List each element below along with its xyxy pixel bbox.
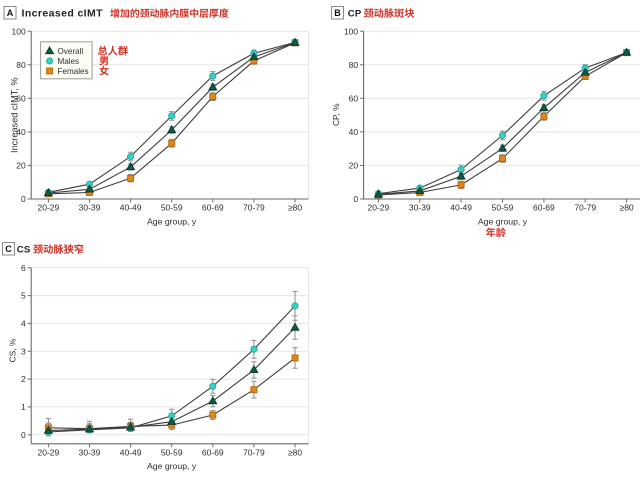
svg-text:50-59: 50-59 xyxy=(161,203,183,213)
svg-text:50-59: 50-59 xyxy=(161,447,183,457)
svg-text:B: B xyxy=(334,8,341,18)
svg-text:Increased cIMT, %: Increased cIMT, % xyxy=(10,77,20,153)
svg-text:20: 20 xyxy=(349,161,359,171)
svg-text:40-49: 40-49 xyxy=(120,203,142,213)
svg-text:40-49: 40-49 xyxy=(450,203,472,213)
svg-text:6: 6 xyxy=(21,263,26,273)
svg-text:5: 5 xyxy=(21,291,26,301)
svg-text:4: 4 xyxy=(21,319,26,329)
svg-text:Age group, y: Age group, y xyxy=(147,216,197,226)
svg-text:50-59: 50-59 xyxy=(492,203,514,213)
svg-text:20-29: 20-29 xyxy=(38,447,60,457)
svg-text:≥80: ≥80 xyxy=(620,203,634,213)
svg-text:60-69: 60-69 xyxy=(202,447,224,457)
svg-text:C: C xyxy=(5,244,12,254)
svg-text:100: 100 xyxy=(12,26,26,36)
svg-text:20-29: 20-29 xyxy=(38,203,60,213)
svg-text:70-79: 70-79 xyxy=(574,203,596,213)
svg-text:60-69: 60-69 xyxy=(202,203,224,213)
svg-text:30-39: 30-39 xyxy=(409,203,431,213)
svg-text:CP: CP xyxy=(348,8,362,19)
svg-text:CS: CS xyxy=(17,244,31,255)
svg-text:Increased cIMT: Increased cIMT xyxy=(22,7,104,19)
svg-text:40: 40 xyxy=(16,127,26,137)
svg-text:20-29: 20-29 xyxy=(368,203,390,213)
svg-text:60: 60 xyxy=(349,93,359,103)
svg-text:30-39: 30-39 xyxy=(79,447,101,457)
svg-text:Overall: Overall xyxy=(58,47,84,56)
svg-text:40-49: 40-49 xyxy=(120,447,142,457)
svg-text:A: A xyxy=(7,8,14,18)
svg-text:0: 0 xyxy=(353,194,358,204)
svg-text:Age group, y: Age group, y xyxy=(147,461,197,471)
svg-text:70-79: 70-79 xyxy=(243,203,265,213)
svg-text:CP, %: CP, % xyxy=(331,103,341,126)
svg-text:3: 3 xyxy=(21,346,26,356)
svg-text:0: 0 xyxy=(21,430,26,440)
svg-text:Age group, y: Age group, y xyxy=(478,216,528,226)
svg-text:100: 100 xyxy=(344,26,358,36)
svg-text:20: 20 xyxy=(16,161,26,171)
svg-text:80: 80 xyxy=(349,60,359,70)
svg-text:≥80: ≥80 xyxy=(288,203,302,213)
svg-text:80: 80 xyxy=(16,60,26,70)
svg-text:40: 40 xyxy=(349,127,359,137)
svg-text:≥80: ≥80 xyxy=(288,447,302,457)
svg-text:CS, %: CS, % xyxy=(7,338,17,362)
svg-text:Males: Males xyxy=(58,57,80,66)
svg-text:Females: Females xyxy=(58,67,89,76)
svg-text:2: 2 xyxy=(21,374,26,384)
svg-text:70-79: 70-79 xyxy=(243,447,265,457)
svg-text:30-39: 30-39 xyxy=(79,203,101,213)
svg-text:0: 0 xyxy=(21,194,26,204)
svg-text:60: 60 xyxy=(16,93,26,103)
svg-text:1: 1 xyxy=(21,402,26,412)
svg-text:60-69: 60-69 xyxy=(533,203,555,213)
